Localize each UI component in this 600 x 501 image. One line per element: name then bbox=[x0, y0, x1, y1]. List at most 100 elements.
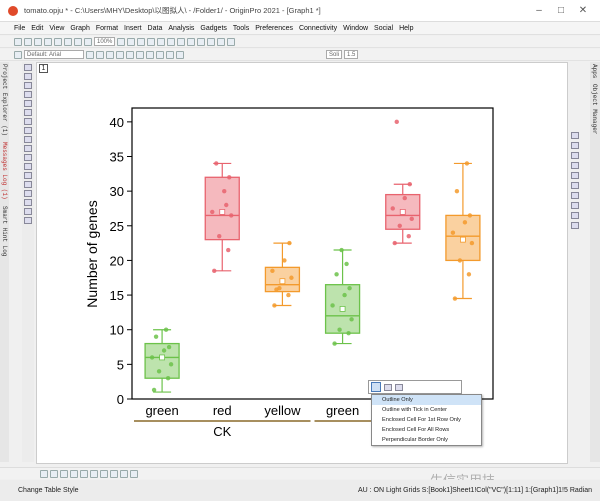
menu-connectivity[interactable]: Connectivity bbox=[298, 24, 338, 32]
font-size-icon[interactable] bbox=[86, 50, 94, 59]
new-graph-icon[interactable] bbox=[64, 37, 72, 46]
underline-icon[interactable] bbox=[116, 50, 124, 59]
data-reader-icon[interactable] bbox=[24, 91, 32, 98]
polygon-tool-icon[interactable] bbox=[24, 181, 32, 188]
greek-icon[interactable] bbox=[146, 50, 154, 59]
menu-preferences[interactable]: Preferences bbox=[255, 24, 293, 32]
font-color-icon[interactable] bbox=[176, 50, 184, 59]
screen-reader-icon[interactable] bbox=[24, 100, 32, 107]
zoom-select[interactable]: 100% bbox=[94, 37, 116, 46]
minimize-button[interactable]: – bbox=[536, 5, 542, 16]
grid-icon[interactable] bbox=[167, 37, 176, 46]
freehand-tool-icon[interactable] bbox=[24, 190, 32, 197]
notes-icon[interactable] bbox=[217, 37, 226, 46]
menu-item-perpendicular-border[interactable]: Perpendicular Border Only bbox=[382, 437, 448, 443]
line-tool-icon[interactable] bbox=[24, 154, 32, 161]
line-plot-icon[interactable] bbox=[40, 469, 48, 478]
open-icon[interactable] bbox=[24, 37, 32, 46]
contour-plot-icon[interactable] bbox=[100, 469, 108, 478]
italic-icon[interactable] bbox=[106, 50, 114, 59]
scale-tool-icon[interactable] bbox=[24, 82, 32, 89]
arrow-tool-icon[interactable] bbox=[24, 145, 32, 152]
new-workbook-icon[interactable] bbox=[74, 37, 82, 46]
maximize-button[interactable]: □ bbox=[557, 5, 565, 16]
menu-gadgets[interactable]: Gadgets bbox=[200, 24, 227, 32]
excel-icon[interactable] bbox=[227, 37, 236, 46]
rescale-y-icon[interactable] bbox=[571, 142, 579, 149]
project-explorer-tab[interactable]: Project Explorer (1) bbox=[1, 64, 8, 137]
apps-tab[interactable]: Apps bbox=[591, 64, 598, 79]
data-icon[interactable] bbox=[157, 37, 166, 46]
layer-contents-icon[interactable] bbox=[571, 212, 579, 219]
ellipse-tool-icon[interactable] bbox=[24, 172, 32, 179]
merge-graph-icon[interactable] bbox=[571, 182, 579, 189]
menu-view[interactable]: View bbox=[49, 24, 65, 32]
add-date-icon[interactable] bbox=[571, 162, 579, 169]
code-builder-icon[interactable] bbox=[197, 37, 206, 46]
area-plot-icon[interactable] bbox=[90, 469, 98, 478]
menu-edit[interactable]: Edit bbox=[31, 24, 44, 32]
statistics-plot-icon[interactable] bbox=[120, 469, 128, 478]
refresh-icon[interactable] bbox=[84, 37, 92, 46]
save-icon[interactable] bbox=[34, 37, 42, 46]
zoom-tool-icon[interactable] bbox=[24, 73, 32, 80]
subscript-icon[interactable] bbox=[136, 50, 144, 59]
line-width-select[interactable]: 1.5 bbox=[344, 50, 359, 59]
menu-format[interactable]: Format bbox=[95, 24, 119, 32]
menu-graph[interactable]: Graph bbox=[70, 24, 90, 32]
menu-help[interactable]: Help bbox=[399, 24, 414, 32]
table-style-icon[interactable] bbox=[371, 382, 381, 392]
menu-tools[interactable]: Tools bbox=[232, 24, 250, 32]
rescale-x-icon[interactable] bbox=[571, 132, 579, 139]
color-scale-icon[interactable] bbox=[571, 222, 579, 229]
menu-file[interactable]: File bbox=[14, 24, 26, 32]
menu-item-enclosed-all-rows[interactable]: Enclosed Cell For All Rows bbox=[382, 427, 450, 433]
text-tool-icon[interactable] bbox=[24, 136, 32, 143]
smart-hint-log-tab[interactable]: Smart Hint Log bbox=[1, 205, 8, 257]
insert-image-icon[interactable] bbox=[24, 217, 32, 224]
add-legend-icon[interactable] bbox=[571, 152, 579, 159]
menu-item-outline-tick-center[interactable]: Outline with Tick in Center bbox=[382, 407, 447, 413]
layer-icon[interactable] bbox=[147, 37, 156, 46]
menu-window[interactable]: Window bbox=[343, 24, 369, 32]
zoom-in-icon[interactable] bbox=[117, 37, 126, 46]
draw-data-icon[interactable] bbox=[24, 127, 32, 134]
script-icon[interactable] bbox=[177, 37, 186, 46]
font-icon[interactable] bbox=[14, 50, 22, 59]
pie-plot-icon[interactable] bbox=[80, 469, 88, 478]
superscript-icon[interactable] bbox=[126, 50, 134, 59]
export-graph-icon[interactable] bbox=[571, 192, 579, 199]
add-layer-icon[interactable] bbox=[571, 172, 579, 179]
new-project-icon[interactable] bbox=[14, 37, 22, 46]
messages-log-tab[interactable]: Messages Log (1) bbox=[1, 142, 8, 200]
copy-page-icon[interactable] bbox=[571, 202, 579, 209]
insert-graph-icon[interactable] bbox=[24, 199, 32, 206]
results-icon[interactable] bbox=[187, 37, 196, 46]
table-layout-icon[interactable] bbox=[384, 383, 392, 391]
object-manager-tab[interactable]: Object Manager bbox=[591, 84, 598, 135]
line-color-icon[interactable] bbox=[166, 50, 174, 59]
menu-analysis[interactable]: Analysis bbox=[168, 24, 195, 32]
close-button[interactable]: ✕ bbox=[578, 5, 588, 16]
font-select[interactable]: Default: Arial bbox=[24, 50, 84, 59]
3d-plot-icon[interactable] bbox=[110, 469, 118, 478]
menu-data[interactable]: Data bbox=[147, 24, 163, 32]
rescale-icon[interactable] bbox=[137, 37, 146, 46]
line-style-select[interactable]: Soli bbox=[326, 50, 343, 59]
pointer-tool-icon[interactable] bbox=[24, 64, 32, 71]
bold-icon[interactable] bbox=[96, 50, 104, 59]
import-icon[interactable] bbox=[54, 37, 62, 46]
zoom-out-icon[interactable] bbox=[127, 37, 136, 46]
line-symbol-icon[interactable] bbox=[60, 469, 68, 478]
mask-tool-icon[interactable] bbox=[24, 109, 32, 116]
print-icon[interactable] bbox=[44, 37, 52, 46]
insert-table-icon[interactable] bbox=[24, 208, 32, 215]
menu-social[interactable]: Social bbox=[374, 24, 394, 32]
table-settings-icon[interactable] bbox=[395, 383, 403, 391]
menu-item-outline-only[interactable]: Outline Only bbox=[372, 395, 481, 405]
menu-insert[interactable]: Insert bbox=[124, 24, 142, 32]
scatter-plot-icon[interactable] bbox=[50, 469, 58, 478]
fill-color-icon[interactable] bbox=[156, 50, 164, 59]
column-plot-icon[interactable] bbox=[70, 469, 78, 478]
image-icon[interactable] bbox=[207, 37, 216, 46]
